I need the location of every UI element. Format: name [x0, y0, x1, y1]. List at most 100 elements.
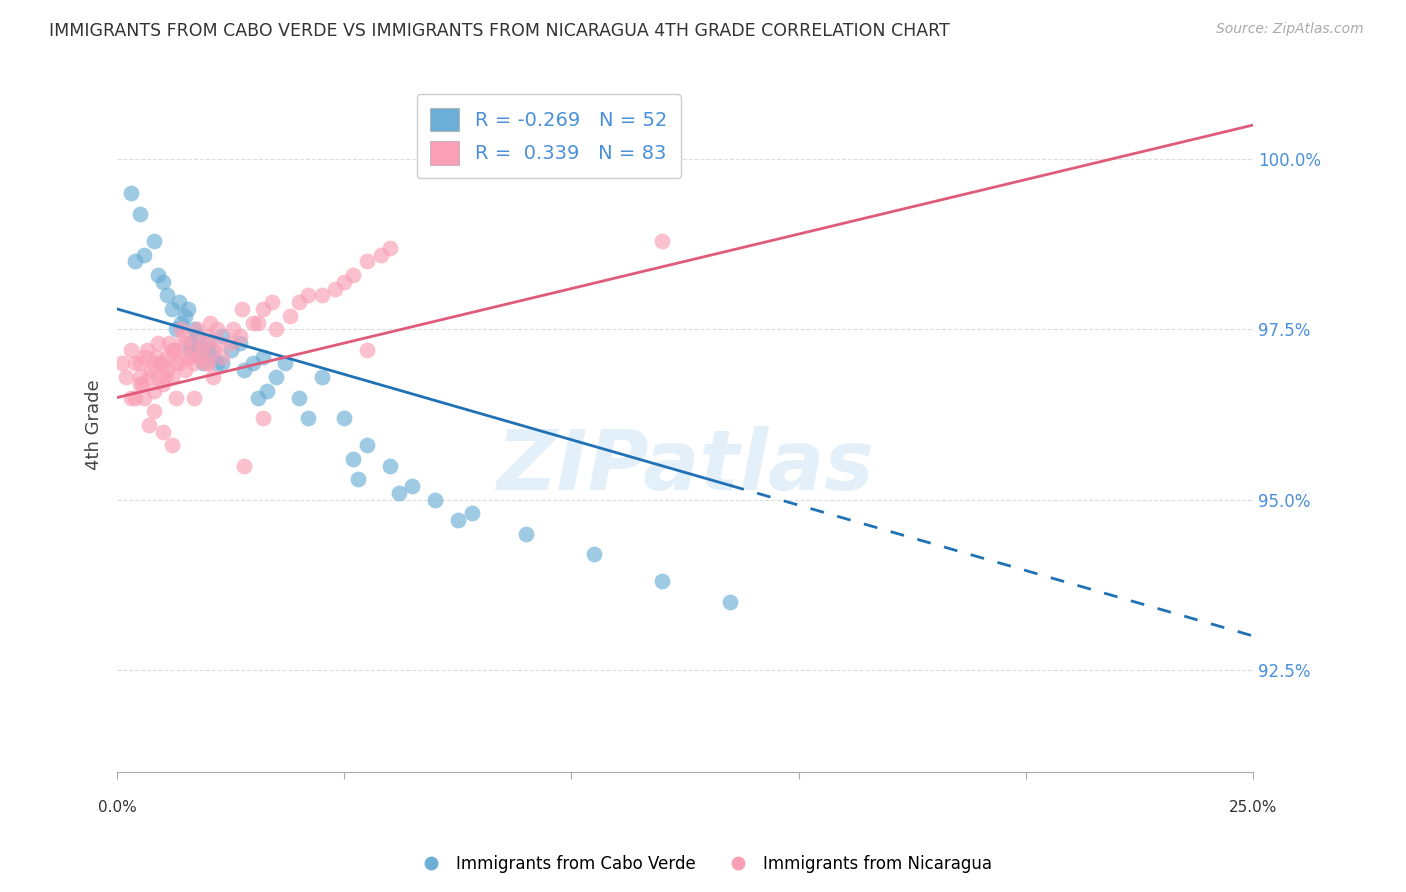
Legend: Immigrants from Cabo Verde, Immigrants from Nicaragua: Immigrants from Cabo Verde, Immigrants f… — [408, 848, 998, 880]
Point — [160, 370, 183, 384]
Point — [167, 356, 190, 370]
Point — [170, 322, 193, 336]
Point — [201, 370, 224, 384]
Point — [211, 329, 233, 343]
Point — [186, 329, 208, 343]
Point — [201, 343, 224, 357]
Point — [720, 595, 742, 609]
Point — [356, 254, 378, 268]
Point — [141, 363, 163, 377]
Point — [174, 336, 197, 351]
Point — [460, 506, 482, 520]
Text: Source: ZipAtlas.com: Source: ZipAtlas.com — [1216, 22, 1364, 37]
Point — [181, 336, 204, 351]
Point — [242, 356, 264, 370]
Point — [651, 234, 673, 248]
Point — [120, 343, 142, 357]
Point — [211, 350, 233, 364]
Point — [311, 288, 333, 302]
Point — [129, 370, 152, 384]
Text: ZIPatlas: ZIPatlas — [496, 426, 875, 507]
Point — [356, 343, 378, 357]
Point — [356, 438, 378, 452]
Point — [222, 322, 245, 336]
Point — [342, 451, 364, 466]
Point — [247, 391, 270, 405]
Text: 25.0%: 25.0% — [1229, 800, 1277, 815]
Point — [138, 370, 160, 384]
Point — [188, 343, 211, 357]
Point — [242, 316, 264, 330]
Point — [124, 356, 146, 370]
Point — [152, 425, 174, 439]
Point — [160, 343, 183, 357]
Point — [129, 376, 152, 391]
Point — [229, 329, 252, 343]
Point — [197, 336, 219, 351]
Point — [378, 458, 401, 473]
Point — [120, 391, 142, 405]
Point — [183, 322, 205, 336]
Point — [297, 411, 319, 425]
Point — [124, 254, 146, 268]
Point — [170, 316, 193, 330]
Point — [425, 492, 447, 507]
Point — [229, 336, 252, 351]
Point — [201, 350, 224, 364]
Point — [172, 329, 194, 343]
Point — [219, 336, 242, 351]
Point — [208, 336, 231, 351]
Point — [247, 316, 270, 330]
Point — [135, 343, 157, 357]
Point — [274, 356, 297, 370]
Point — [179, 350, 201, 364]
Point — [152, 275, 174, 289]
Point — [333, 411, 356, 425]
Point — [183, 356, 205, 370]
Point — [149, 356, 172, 370]
Point — [165, 356, 187, 370]
Point — [115, 370, 138, 384]
Point — [347, 472, 370, 486]
Point — [378, 241, 401, 255]
Point — [165, 343, 187, 357]
Text: IMMIGRANTS FROM CABO VERDE VS IMMIGRANTS FROM NICARAGUA 4TH GRADE CORRELATION CH: IMMIGRANTS FROM CABO VERDE VS IMMIGRANTS… — [49, 22, 950, 40]
Point — [583, 547, 606, 561]
Point — [159, 336, 181, 351]
Point — [156, 288, 179, 302]
Point — [278, 309, 301, 323]
Point — [111, 356, 134, 370]
Point — [156, 363, 179, 377]
Point — [260, 295, 283, 310]
Point — [231, 301, 253, 316]
Point — [197, 343, 219, 357]
Point — [200, 316, 222, 330]
Point — [179, 343, 201, 357]
Point — [142, 234, 165, 248]
Point — [370, 247, 392, 261]
Point — [205, 322, 228, 336]
Point — [146, 268, 169, 282]
Legend: R = -0.269   N = 52, R =  0.339   N = 83: R = -0.269 N = 52, R = 0.339 N = 83 — [416, 95, 681, 178]
Point — [311, 370, 333, 384]
Point — [160, 301, 183, 316]
Point — [142, 356, 165, 370]
Text: 0.0%: 0.0% — [98, 800, 136, 815]
Point — [190, 343, 212, 357]
Point — [183, 391, 205, 405]
Point — [515, 526, 537, 541]
Point — [193, 336, 215, 351]
Point — [165, 391, 187, 405]
Point — [152, 356, 174, 370]
Point — [333, 275, 356, 289]
Point — [176, 301, 198, 316]
Point — [342, 268, 364, 282]
Point — [197, 356, 219, 370]
Point — [447, 513, 470, 527]
Point — [174, 363, 197, 377]
Point — [176, 350, 198, 364]
Point — [233, 458, 256, 473]
Point — [120, 186, 142, 201]
Point — [146, 336, 169, 351]
Point — [194, 356, 217, 370]
